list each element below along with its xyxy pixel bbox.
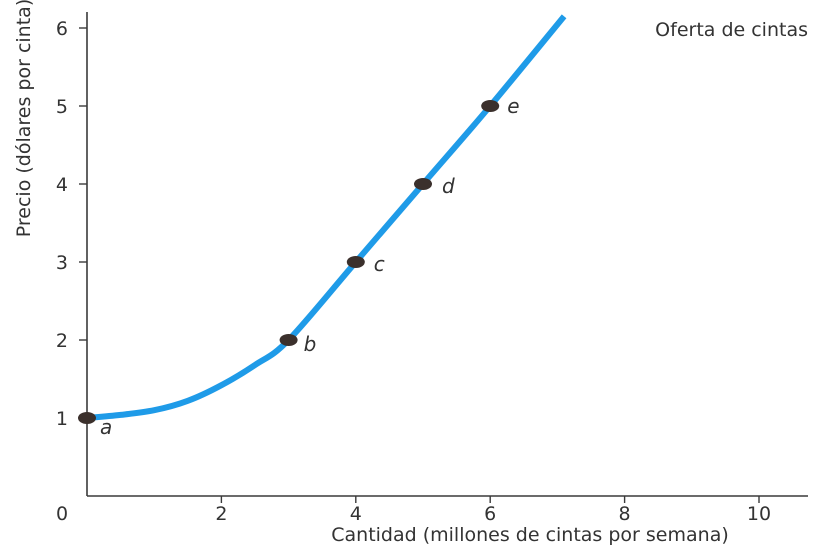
point-b <box>279 334 298 346</box>
supply-curve <box>86 14 567 421</box>
point-label-d: d <box>442 174 455 198</box>
x-tick-label: 10 <box>747 503 771 525</box>
axes <box>86 12 808 497</box>
point-label-e: e <box>507 94 519 118</box>
x-tick-label: 2 <box>215 503 227 525</box>
x-tick-label: 4 <box>350 503 362 525</box>
point-c <box>346 256 365 268</box>
x-axis-label: Cantidad (millones de cintas por semana) <box>331 524 729 546</box>
point-label-b: b <box>304 332 317 356</box>
data-points: a b c d e <box>78 94 520 439</box>
y-axis-label: Precio (dólares por cinta) <box>13 0 35 237</box>
point-d <box>414 178 432 190</box>
y-tick-label: 5 <box>56 96 68 118</box>
x-tick-label: 6 <box>484 503 496 525</box>
y-tick-label: 2 <box>56 330 68 352</box>
origin-label: 0 <box>56 503 68 525</box>
y-tick-label: 4 <box>56 174 68 196</box>
curve-title: Oferta de cintas <box>655 19 808 41</box>
point-label-a: a <box>100 415 112 439</box>
x-tick-label: 8 <box>619 503 631 525</box>
point-a <box>78 412 96 424</box>
y-tick-label: 1 <box>56 408 68 430</box>
y-tick-label: 3 <box>56 252 68 274</box>
y-tick-label: 6 <box>56 18 68 40</box>
point-label-c: c <box>374 252 385 276</box>
point-e <box>481 100 500 112</box>
